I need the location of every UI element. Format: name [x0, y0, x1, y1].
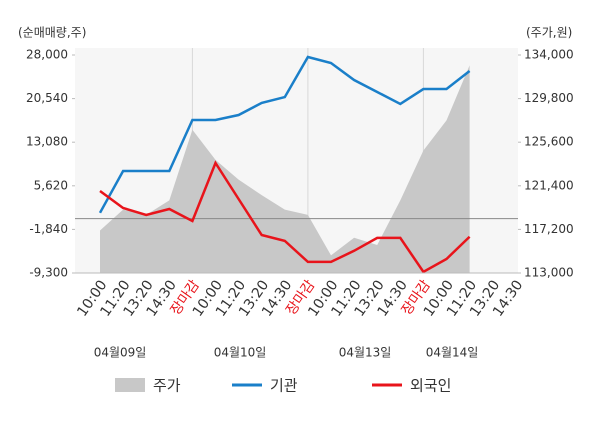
y2-tick-label: 121,400 — [524, 178, 574, 192]
legend-swatch — [115, 378, 145, 392]
date-label: 04월13일 — [339, 346, 392, 360]
series-line — [99, 160, 471, 274]
y-tick-label: -1,840 — [29, 222, 68, 236]
y-tick-label: 28,000 — [26, 48, 68, 62]
y2-axis-label: (주가,원) — [526, 26, 572, 40]
series-line — [98, 55, 471, 214]
y-tick-label: 20,540 — [26, 91, 68, 105]
date-label: 04월14일 — [426, 346, 479, 360]
legend-label: 기관 — [270, 377, 298, 395]
legend-label: 주가 — [153, 377, 181, 395]
y2-tick-label: 134,000 — [524, 48, 574, 62]
y-tick-label: 13,080 — [26, 135, 68, 149]
date-label: 04월09일 — [94, 346, 147, 360]
y2-tick-label: 129,800 — [524, 91, 574, 105]
y-tick-label: 5,620 — [34, 178, 68, 192]
legend-label: 외국인 — [410, 377, 451, 395]
y2-tick-label: 113,000 — [524, 266, 574, 280]
y2-tick-label: 117,200 — [524, 222, 574, 236]
y-tick-label: -9,300 — [29, 266, 68, 280]
date-label: 04월10일 — [214, 346, 267, 360]
y2-tick-label: 125,600 — [524, 135, 574, 149]
y-axis-label: (순매매량,주) — [18, 26, 86, 40]
